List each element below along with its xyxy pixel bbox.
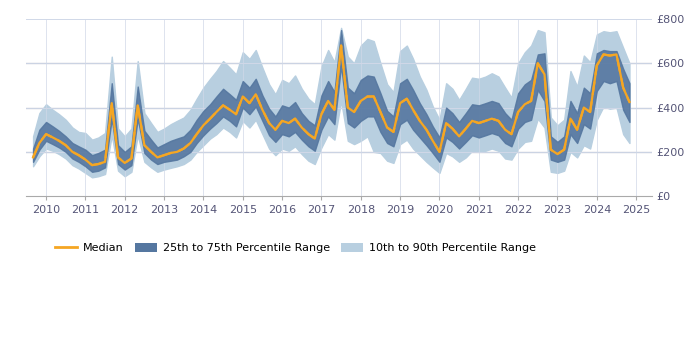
Legend: Median, 25th to 75th Percentile Range, 10th to 90th Percentile Range: Median, 25th to 75th Percentile Range, 1…	[50, 239, 540, 258]
